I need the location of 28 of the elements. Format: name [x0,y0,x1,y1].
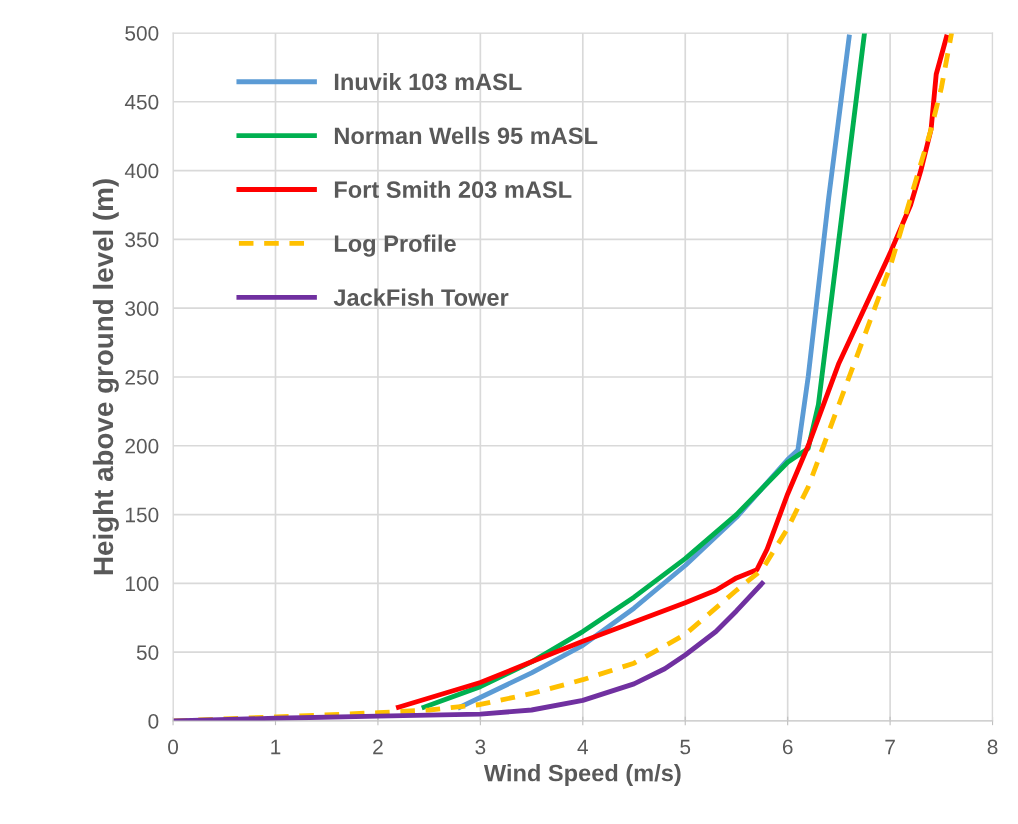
x-tick-label: 3 [475,739,486,755]
y-tick-label: 200 [125,438,159,454]
x-tick-label: 0 [168,739,179,755]
y-tick-label: 50 [136,645,159,660]
y-tick-label: 100 [126,576,159,592]
legend-label: Norman Wells 95 mASL [334,126,598,145]
legend-label: Fort Smith 203 mASL [334,180,572,199]
y-tick-label: 450 [124,94,159,110]
x-tick-label: 7 [885,739,895,755]
x-tick-label: 2 [373,739,383,755]
line-series [173,580,765,721]
x-tick-label: 6 [782,739,793,755]
x-tick-label: 8 [987,739,998,755]
legend-label: Inuvik 103 mASL [334,72,522,91]
y-tick-label: 150 [126,507,159,523]
y-tick-label: 300 [125,301,159,316]
y-tick-label: 500 [125,25,159,41]
legend-label: JackFish Tower [333,288,509,306]
y-tick-label: 0 [148,714,159,729]
legend-label: Log Profile [334,234,456,257]
x-tick-label: 4 [577,739,588,755]
x-axis-title: Wind Speed (m/s) [483,764,681,787]
y-tick-label: 400 [124,163,159,179]
y-axis-title: Height above ground level (m) [92,179,119,575]
y-tick-label: 350 [125,232,159,248]
x-tick-label: 1 [271,739,281,755]
x-tick-label: 5 [680,739,691,755]
y-tick-label: 250 [125,369,159,385]
